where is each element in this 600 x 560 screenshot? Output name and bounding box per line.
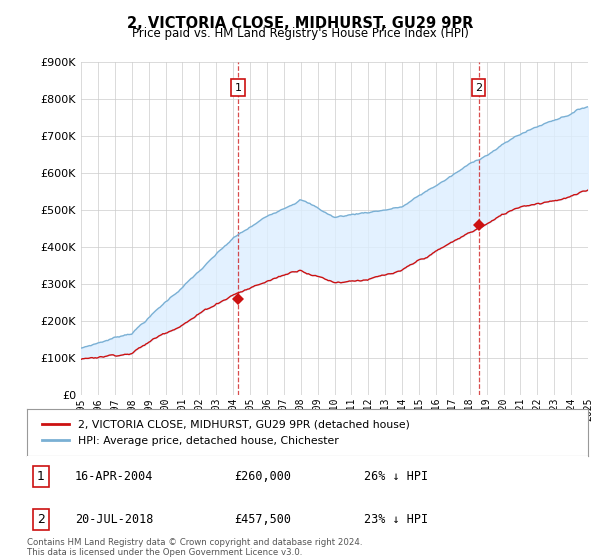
Text: 2: 2 — [475, 82, 482, 92]
Text: 1: 1 — [37, 470, 45, 483]
Text: £457,500: £457,500 — [235, 513, 292, 526]
Text: 26% ↓ HPI: 26% ↓ HPI — [364, 470, 428, 483]
Text: Price paid vs. HM Land Registry's House Price Index (HPI): Price paid vs. HM Land Registry's House … — [131, 27, 469, 40]
Text: 16-APR-2004: 16-APR-2004 — [74, 470, 153, 483]
Legend: 2, VICTORIA CLOSE, MIDHURST, GU29 9PR (detached house), HPI: Average price, deta: 2, VICTORIA CLOSE, MIDHURST, GU29 9PR (d… — [38, 416, 415, 450]
Text: 20-JUL-2018: 20-JUL-2018 — [74, 513, 153, 526]
Text: 23% ↓ HPI: 23% ↓ HPI — [364, 513, 428, 526]
Text: £260,000: £260,000 — [235, 470, 292, 483]
Text: 2, VICTORIA CLOSE, MIDHURST, GU29 9PR: 2, VICTORIA CLOSE, MIDHURST, GU29 9PR — [127, 16, 473, 31]
Text: 2: 2 — [37, 513, 45, 526]
Text: 1: 1 — [235, 82, 242, 92]
Text: Contains HM Land Registry data © Crown copyright and database right 2024.
This d: Contains HM Land Registry data © Crown c… — [27, 538, 362, 557]
